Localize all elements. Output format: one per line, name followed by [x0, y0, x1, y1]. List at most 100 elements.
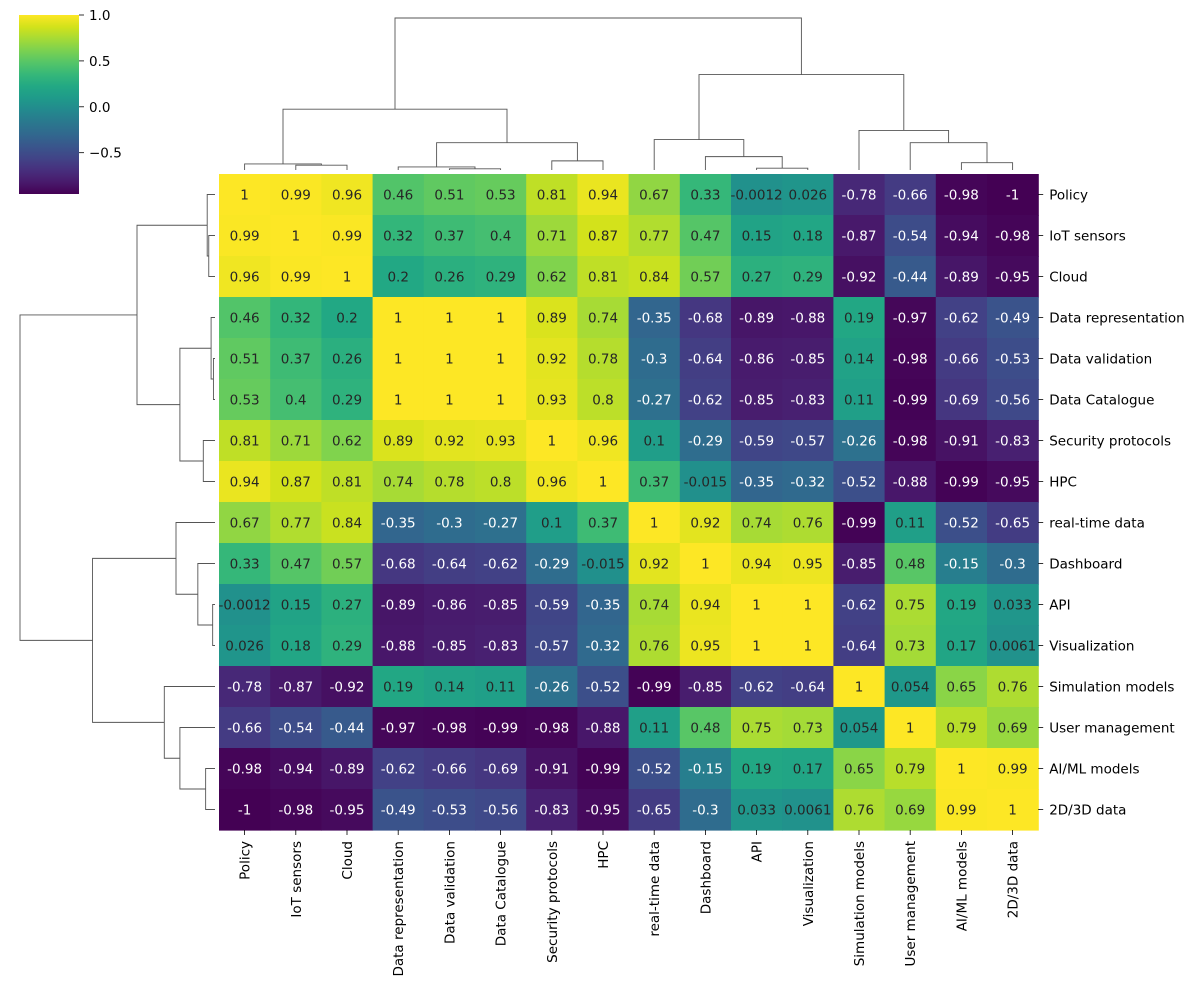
cell-annotation: -0.57 — [534, 639, 569, 655]
cell-annotation: 0.51 — [230, 352, 260, 368]
heatmap-cell — [423, 338, 476, 380]
heatmap-cell — [679, 584, 732, 626]
heatmap-cell — [884, 748, 937, 790]
heatmap-cell — [372, 256, 425, 298]
heatmap-cell — [219, 707, 271, 749]
cell-annotation: 0.15 — [742, 229, 772, 245]
colorbar-tick-label: 0.5 — [89, 54, 110, 70]
cell-annotation: 0.37 — [588, 516, 618, 532]
heatmap-cell — [526, 625, 578, 667]
heatmap-cell — [372, 379, 425, 421]
cell-annotation: -0.98 — [995, 229, 1030, 245]
cell-annotation: 0.11 — [486, 680, 516, 696]
heatmap-cell — [270, 174, 322, 216]
heatmap-cell — [628, 174, 681, 216]
heatmap-cell — [679, 379, 732, 421]
heatmap-cell — [577, 297, 630, 339]
heatmap-cell — [270, 748, 322, 790]
cell-annotation: -1 — [1006, 188, 1019, 204]
cell-annotation: 1 — [292, 229, 301, 245]
cell-annotation: 0.033 — [737, 803, 776, 819]
heatmap-cell — [526, 502, 578, 544]
cell-annotation: -0.66 — [893, 188, 928, 204]
cell-annotation: -0.44 — [893, 270, 928, 286]
cell-annotation: 0.92 — [434, 434, 464, 450]
heatmap-cell — [731, 748, 783, 790]
cell-annotation: 0.74 — [588, 311, 618, 327]
heatmap-cell — [475, 174, 527, 216]
cell-annotation: -0.26 — [534, 680, 569, 696]
cell-annotation: 0.75 — [742, 721, 772, 737]
heatmap-cell — [782, 707, 834, 749]
cell-annotation: 0.53 — [486, 188, 516, 204]
heatmap-cell — [219, 666, 271, 708]
cell-annotation: 0.4 — [490, 229, 511, 245]
column-dendrogram-link — [394, 17, 802, 110]
cell-annotation: 0.81 — [332, 475, 362, 491]
heatmap-cell — [577, 666, 630, 708]
cell-annotation: 1 — [496, 352, 505, 368]
cell-annotation: 0.33 — [690, 188, 720, 204]
cell-annotation: -0.69 — [483, 762, 518, 778]
heatmap-cell — [987, 461, 1039, 503]
cell-annotation: -0.99 — [944, 475, 979, 491]
cell-annotation: 0.37 — [281, 352, 311, 368]
cell-annotation: -0.88 — [381, 639, 416, 655]
cell-annotation: -0.3 — [436, 516, 462, 532]
heatmap-cell — [270, 707, 322, 749]
cell-annotation: 0.19 — [383, 680, 413, 696]
cell-annotation: 0.18 — [281, 639, 311, 655]
cell-annotation: -0.66 — [432, 762, 467, 778]
cell-annotation: 0.17 — [793, 762, 823, 778]
cell-annotation: -0.59 — [534, 598, 569, 614]
heatmap-cell — [526, 748, 578, 790]
heatmap-cell — [833, 461, 886, 503]
cell-annotation: 0.94 — [742, 557, 772, 573]
heatmap-cell — [526, 215, 578, 257]
cell-annotation: 0.2 — [387, 270, 408, 286]
heatmap-cell — [935, 789, 988, 831]
heatmap-cell — [884, 256, 937, 298]
cell-annotation: 0.73 — [793, 721, 823, 737]
cell-annotation: -0.64 — [688, 352, 723, 368]
cell-annotation: 0.37 — [434, 229, 464, 245]
cell-annotation: 0.15 — [281, 598, 311, 614]
cell-annotation: -0.29 — [534, 557, 569, 573]
heatmap-cell — [782, 174, 834, 216]
cell-annotation: 0.47 — [690, 229, 720, 245]
cell-annotation: 0.47 — [281, 557, 311, 573]
cell-annotation: 0.29 — [332, 639, 362, 655]
column-dendrogram-link — [436, 142, 578, 167]
heatmap-cell — [577, 584, 630, 626]
cell-annotation: -0.83 — [790, 393, 825, 409]
heatmap-cell — [321, 420, 374, 462]
cell-annotation: 0.76 — [998, 680, 1028, 696]
cell-annotation: 1 — [1008, 803, 1017, 819]
cell-annotation: 0.81 — [230, 434, 260, 450]
cell-annotation: 0.95 — [793, 557, 823, 573]
cell-annotation: 0.62 — [332, 434, 362, 450]
heatmap-cell — [526, 297, 578, 339]
cell-annotation: -0.32 — [586, 639, 621, 655]
column-label: Data representation — [391, 841, 407, 977]
heatmap-cell — [577, 707, 630, 749]
heatmap-cell — [782, 420, 834, 462]
column-dendrogram-link — [858, 130, 950, 170]
heatmap-cell — [526, 338, 578, 380]
heatmap-cell — [219, 543, 271, 585]
cell-annotation: -0.35 — [381, 516, 416, 532]
heatmap-cell — [372, 748, 425, 790]
heatmap-annotations: 1 0.99 0.96 0.46 0.51 0.53 0.81 0.94 0.67 0.33 -0.… — [219, 188, 1037, 819]
cell-annotation: 0.19 — [742, 762, 772, 778]
row-dendrogram-link — [212, 358, 215, 400]
heatmap-cell — [987, 256, 1039, 298]
heatmap-cell — [526, 379, 578, 421]
cell-annotation: -0.53 — [995, 352, 1030, 368]
column-dendrogram-link — [282, 108, 508, 164]
cell-annotation: 1 — [445, 393, 454, 409]
cell-annotation: -0.88 — [790, 311, 825, 327]
heatmap-cell — [628, 584, 681, 626]
heatmap-cell — [475, 338, 527, 380]
heatmap-cell — [935, 461, 988, 503]
cell-annotation: -0.56 — [483, 803, 518, 819]
